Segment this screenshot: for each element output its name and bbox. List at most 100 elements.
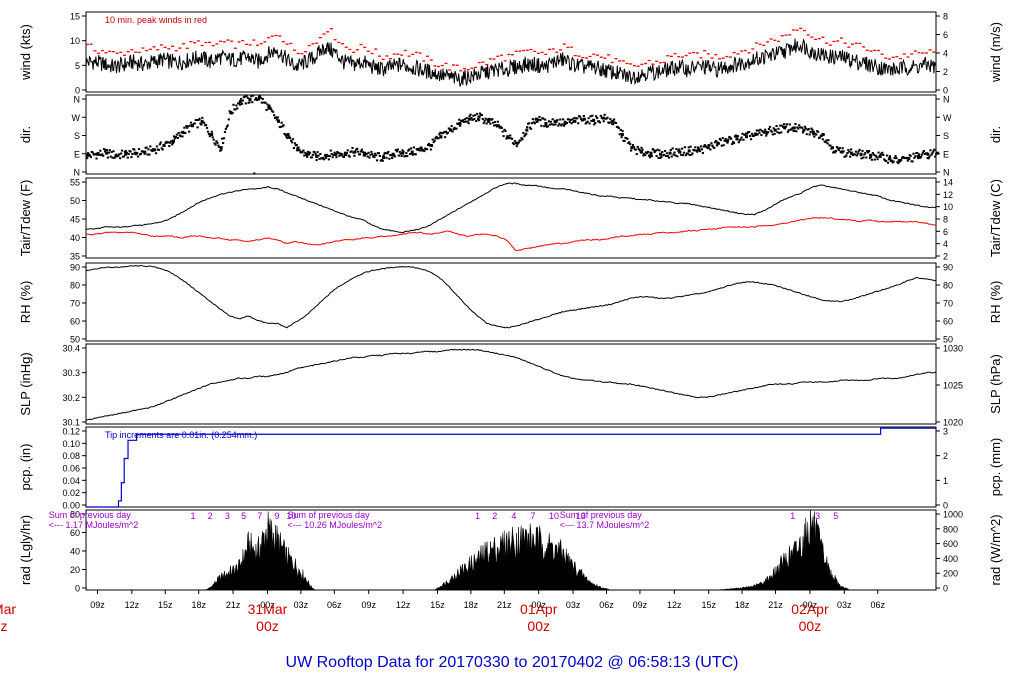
dir-point xyxy=(573,116,576,119)
dir-point xyxy=(631,143,635,146)
temp-left-tick-label: 45 xyxy=(70,215,80,225)
dir-point xyxy=(539,119,542,122)
dir-point xyxy=(282,124,285,127)
dir-point xyxy=(780,131,783,134)
dir-point xyxy=(302,149,305,152)
dir-point xyxy=(494,120,497,123)
dir-point xyxy=(288,135,291,138)
dir-point xyxy=(513,140,517,143)
dir-point xyxy=(357,150,360,153)
dir-point xyxy=(521,138,524,141)
dir-point xyxy=(772,127,775,130)
dir-point xyxy=(863,153,866,156)
dir-data-point xyxy=(811,130,815,134)
dir-point xyxy=(919,155,923,158)
dir-point xyxy=(670,155,673,158)
dir-point xyxy=(749,134,752,137)
dir-point xyxy=(732,140,735,143)
dir-point xyxy=(664,149,667,152)
dir-point xyxy=(847,149,850,152)
dir-point xyxy=(619,128,622,131)
dir-point xyxy=(328,155,331,158)
dir-data-point xyxy=(534,117,538,121)
dir-point xyxy=(139,152,143,155)
dir-point xyxy=(126,156,129,159)
x-tick-label: 06z xyxy=(870,600,885,610)
rad-peak-label: 9 xyxy=(275,511,280,521)
dir-point xyxy=(664,155,668,158)
dir-point xyxy=(900,158,903,161)
dir-data-point xyxy=(506,135,510,139)
date-label-hour: 00z xyxy=(527,618,550,634)
dir-data-point xyxy=(544,122,548,126)
dir-data-point xyxy=(410,150,414,154)
dir-point xyxy=(824,141,827,144)
dir-point xyxy=(727,138,730,141)
dir-point xyxy=(695,149,698,152)
dir-point xyxy=(179,135,182,138)
dir-point xyxy=(558,122,561,125)
dir-point xyxy=(766,132,769,135)
dir-point xyxy=(198,117,201,120)
dir-data-point xyxy=(573,119,577,123)
dir-point xyxy=(248,101,251,104)
dir-point xyxy=(835,146,839,149)
dir-point xyxy=(773,132,776,135)
dir-data-point xyxy=(907,157,911,161)
dir-point xyxy=(515,145,518,148)
dir-point xyxy=(103,148,106,151)
dir-point xyxy=(493,124,496,127)
slp-left-tick-label: 30.1 xyxy=(62,418,80,428)
dir-point xyxy=(133,148,136,151)
dir-left-tick-label: W xyxy=(72,113,81,123)
dir-point xyxy=(105,149,109,152)
dir-point xyxy=(469,113,472,116)
dir-point xyxy=(544,118,547,121)
rh-right-tick-label: 80 xyxy=(943,281,953,291)
dir-point xyxy=(407,149,410,152)
dir-right-tick-label: S xyxy=(943,131,949,141)
dir-point xyxy=(443,136,447,139)
x-tick-label: 21z xyxy=(226,600,241,610)
dir-data-point xyxy=(773,128,777,132)
dir-point xyxy=(143,152,146,155)
dir-data-point xyxy=(162,143,166,147)
dir-point xyxy=(756,133,759,136)
dir-point xyxy=(168,145,171,148)
dir-point xyxy=(200,123,203,126)
dir-point xyxy=(917,157,920,160)
wind-left-tick-label: 10 xyxy=(70,36,80,46)
dir-point xyxy=(681,154,685,157)
dir-point xyxy=(108,149,111,152)
dir-point xyxy=(850,148,853,151)
rad-area-segment xyxy=(204,511,316,591)
dir-point xyxy=(124,150,127,153)
dir-point xyxy=(567,118,570,121)
dir-point xyxy=(519,139,522,142)
dir-point xyxy=(715,144,719,147)
dir-point xyxy=(701,151,704,154)
dir-point xyxy=(862,156,865,159)
dir-point xyxy=(308,151,312,154)
dir-data-point xyxy=(496,124,500,128)
dir-data-point xyxy=(840,150,844,154)
dir-data-point xyxy=(448,128,452,132)
dir-point xyxy=(272,110,275,113)
dir-point xyxy=(934,155,937,158)
dir-point xyxy=(711,144,714,147)
dir-point xyxy=(291,138,295,141)
dir-point xyxy=(586,120,589,123)
dir-point xyxy=(452,128,455,131)
dir-point xyxy=(348,155,351,158)
dir-point xyxy=(644,154,647,157)
dir-point xyxy=(378,154,381,157)
dir-point xyxy=(431,138,434,141)
dir-point xyxy=(432,141,435,144)
dir-point xyxy=(689,145,692,148)
rh-plot-frame xyxy=(85,262,937,342)
dir-point xyxy=(107,151,110,154)
dir-point xyxy=(360,148,364,151)
dir-point xyxy=(477,119,481,122)
dir-point xyxy=(673,151,676,154)
